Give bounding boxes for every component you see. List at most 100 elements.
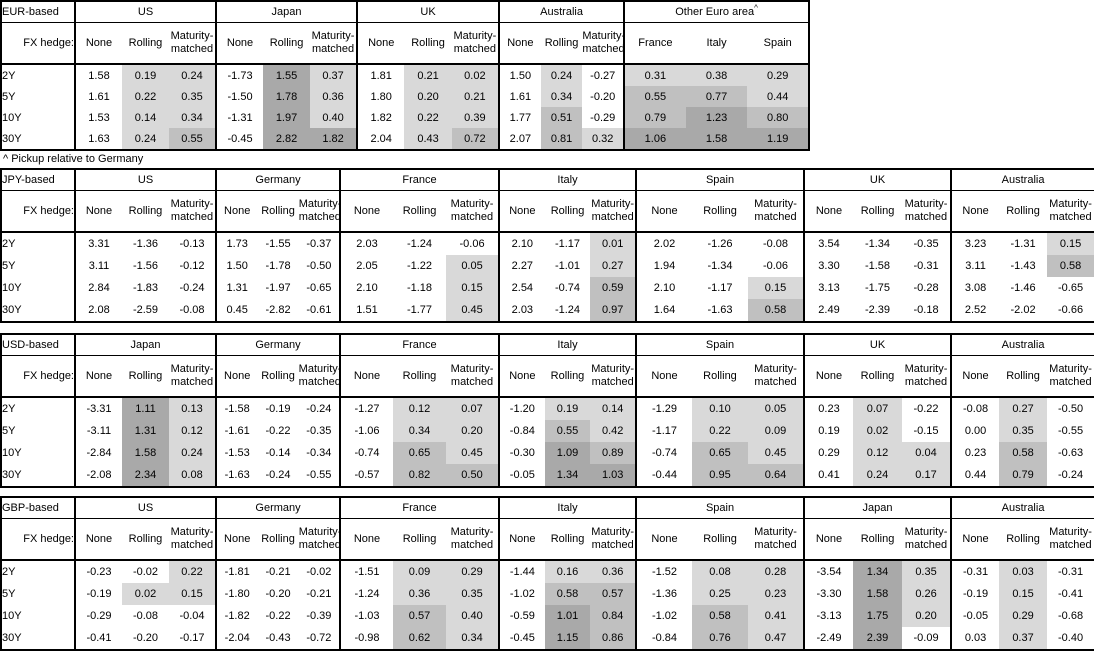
country-group-header: Italy	[498, 169, 637, 191]
data-cell: -0.19	[265, 403, 291, 415]
data-cell: 1.77	[498, 107, 541, 128]
data-cell: 0.28	[748, 560, 805, 583]
data-cell: 3.30	[803, 255, 854, 277]
col-header: Rolling	[544, 518, 591, 561]
data-cell: -1.55	[265, 238, 291, 250]
data-cell: -0.13	[179, 238, 205, 250]
col-header: None	[803, 355, 853, 398]
data-cell: 1.31	[215, 277, 258, 299]
col-header: Maturity-matched	[902, 355, 952, 398]
tenor-label: 5Y	[2, 425, 16, 437]
col-header: Maturity-matched	[748, 355, 804, 398]
data-cell: 0.65	[393, 442, 446, 464]
data-cell: -0.06	[762, 260, 789, 272]
country-group-header: Australia	[498, 1, 625, 23]
col-header: None	[498, 355, 545, 398]
col-header: Rolling	[393, 190, 447, 233]
col-header: Maturity-matched	[1047, 190, 1094, 233]
data-cell: 0.32	[582, 128, 625, 150]
table-row: 30Y 1.63 0.24 0.55 -0.45 2.82 1.82 2.04 0.43 0.72…	[1, 128, 810, 150]
country-header-row: JPY-based US Germany France Italy Spain UK Aust…	[1, 169, 1094, 191]
data-cell: 3.11	[950, 255, 1000, 277]
col-header: Rolling	[257, 190, 299, 233]
data-cell: 2.34	[122, 464, 169, 487]
base-currency-label: JPY-based	[1, 169, 75, 191]
hedge-header-row: FX hedge: None Rolling Maturity-matched None…	[1, 518, 1094, 561]
data-cell: -0.45	[498, 627, 545, 650]
fx-hedge-label: FX hedge:	[1, 190, 75, 233]
data-cell: 0.24	[540, 64, 583, 86]
data-cell: 2.10	[498, 232, 545, 255]
data-cell: 1.82	[356, 107, 405, 128]
data-cell: 0.22	[404, 107, 452, 128]
data-cell: -1.75	[864, 282, 891, 294]
col-header: Rolling	[692, 355, 748, 398]
data-cell: 0.21	[451, 86, 500, 107]
base-currency-label: GBP-based	[1, 497, 75, 519]
data-cell: 0.12	[169, 420, 217, 442]
data-cell: 0.34	[446, 627, 500, 650]
data-cell: -0.20	[265, 588, 291, 600]
data-cell: 0.44	[950, 464, 1000, 487]
data-cell: -0.22	[913, 403, 939, 415]
data-cell: 1.78	[263, 86, 311, 107]
data-cell: -0.43	[265, 632, 291, 644]
data-cell: 0.12	[853, 442, 902, 464]
tenor-label: 30Y	[2, 132, 22, 145]
table-row: 10Y 2.84 -1.83 -0.24 1.31 -1.97 -0.65 2.10 -1.18…	[1, 277, 1094, 299]
data-cell: -0.17	[179, 632, 205, 644]
country-group-header: Japan	[73, 334, 217, 356]
data-cell: 2.04	[356, 128, 405, 150]
col-header: Rolling	[853, 190, 903, 233]
data-cell: -1.56	[132, 260, 159, 272]
data-cell: 2.27	[498, 255, 545, 277]
data-cell: 0.35	[902, 560, 952, 583]
table-row: 10Y 1.53 0.14 0.34 -1.31 1.97 0.40 1.82 0.22 0.39…	[1, 107, 810, 128]
data-cell: -2.84	[74, 442, 122, 464]
col-header: Rolling	[544, 355, 591, 398]
data-cell: -0.44	[635, 464, 692, 487]
col-header: None	[339, 518, 394, 561]
data-cell: 0.25	[692, 583, 749, 605]
data-cell: 0.21	[404, 64, 452, 86]
data-cell: 0.23	[950, 442, 1000, 464]
data-cell: -0.14	[265, 447, 291, 459]
data-cell: -2.82	[265, 304, 291, 316]
tenor-label: 30Y	[2, 632, 22, 644]
data-cell: 0.39	[451, 107, 500, 128]
col-header: Rolling	[393, 518, 447, 561]
data-cell: -1.24	[554, 304, 581, 316]
data-cell: 1.09	[544, 442, 591, 464]
country-group-header: Australia	[950, 497, 1094, 519]
data-cell: -0.41	[74, 627, 122, 650]
tenor-label: 10Y	[2, 610, 22, 622]
col-header: None	[950, 355, 1000, 398]
col-header: None	[635, 190, 693, 233]
footnote-marker: ^	[754, 3, 758, 13]
data-cell: -0.35	[306, 425, 332, 437]
col-header: Rolling	[544, 190, 591, 233]
country-group-header: Italy	[498, 334, 636, 356]
data-cell: 0.45	[215, 299, 258, 322]
country-group-header: France	[339, 497, 500, 519]
data-cell: 0.29	[999, 605, 1048, 627]
data-cell: -0.04	[179, 610, 205, 622]
table-usd-based: USD-based Japan Germany France Italy Spain UK A…	[0, 333, 1094, 488]
data-cell: 1.34	[544, 464, 591, 487]
table-row: 2Y -3.31 1.11 0.13 -1.58 -0.19 -0.24 -1.27 0.12 0…	[1, 397, 1094, 420]
data-cell: 0.58	[544, 583, 591, 605]
data-cell: -0.21	[306, 588, 332, 600]
data-cell: 0.84	[590, 605, 637, 627]
data-cell: 1.58	[122, 442, 169, 464]
data-cell: -0.08	[762, 238, 789, 250]
tenor-label: 10Y	[2, 447, 22, 459]
data-cell: 0.03	[999, 560, 1048, 583]
col-header: None	[635, 518, 693, 561]
data-cell: -0.55	[1058, 425, 1084, 437]
table-row: 30Y -2.08 2.34 0.08 -1.63 -0.24 -0.55 -0.57 0.82…	[1, 464, 1094, 487]
data-cell: -0.74	[339, 442, 393, 464]
data-cell: 1.11	[122, 397, 169, 420]
hedge-header-row: FX hedge: None Rolling Maturity-matched None…	[1, 22, 810, 65]
data-cell: 0.10	[692, 397, 748, 420]
data-cell: 0.15	[748, 277, 805, 299]
